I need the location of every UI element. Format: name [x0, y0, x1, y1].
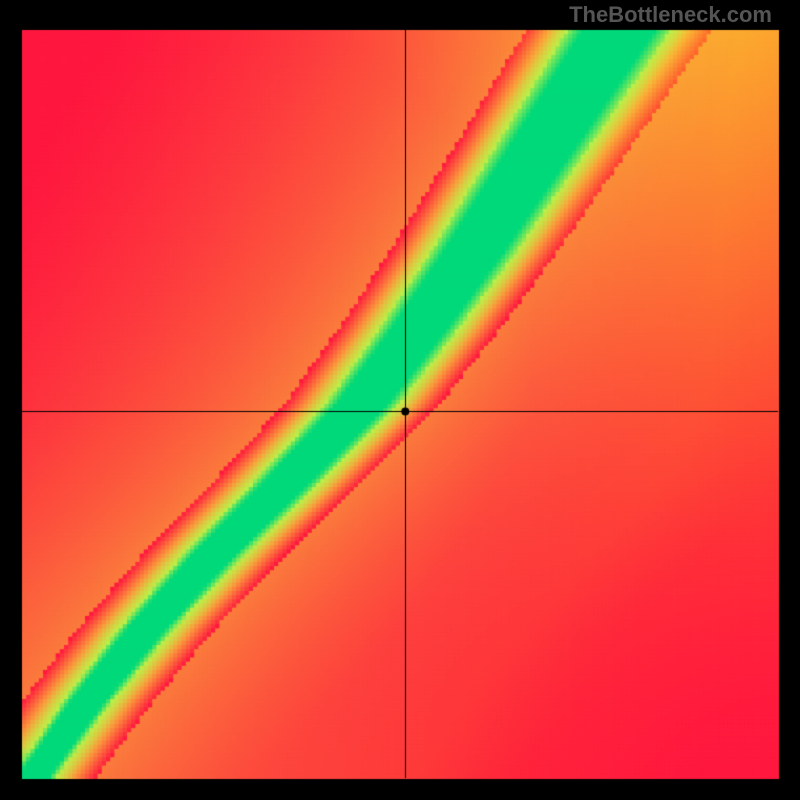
watermark-text: TheBottleneck.com — [569, 2, 772, 28]
bottleneck-heatmap-canvas — [0, 0, 800, 800]
stage: TheBottleneck.com — [0, 0, 800, 800]
